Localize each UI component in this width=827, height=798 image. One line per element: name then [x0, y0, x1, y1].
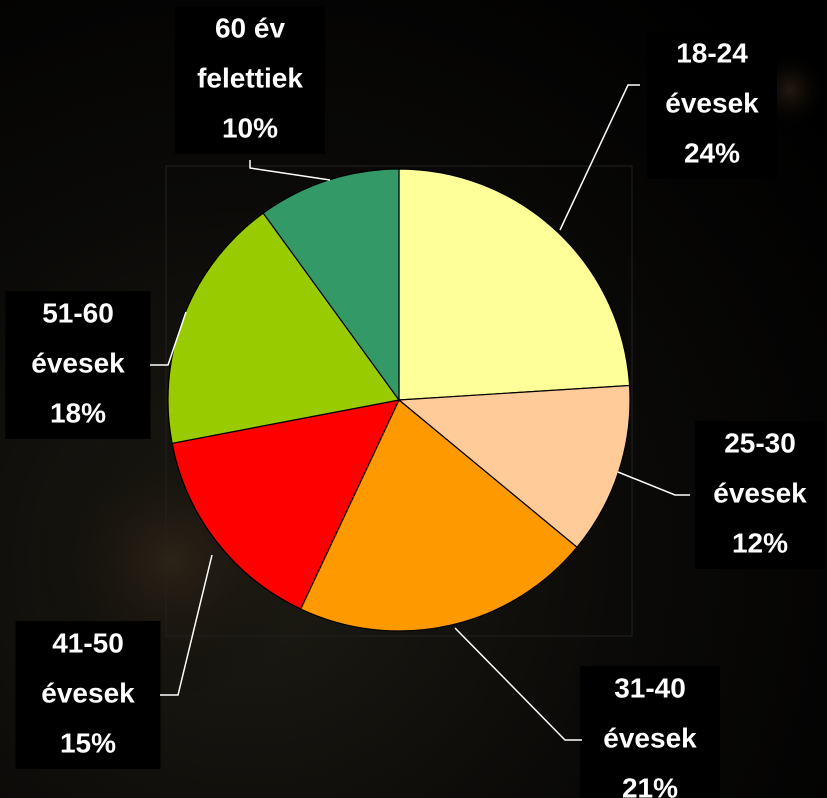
value-label: 10%	[222, 112, 278, 143]
category-label: évesek	[41, 677, 135, 708]
category-label: évesek	[713, 477, 807, 508]
category-label: 25-30	[724, 427, 796, 458]
value-label: 24%	[684, 137, 740, 168]
pie-slice	[299, 399, 578, 632]
label-box	[5, 291, 151, 439]
value-label: 12%	[732, 527, 788, 558]
category-label: évesek	[665, 87, 759, 118]
leader-line	[249, 160, 331, 181]
value-label: 21%	[622, 772, 678, 798]
pie-slice	[398, 168, 631, 401]
value-label: 15%	[60, 727, 116, 758]
label-box	[580, 666, 720, 798]
category-label: felettiek	[197, 62, 303, 93]
category-label: 31-40	[614, 672, 686, 703]
leader-line	[617, 471, 690, 496]
category-label: évesek	[603, 722, 697, 753]
category-label: 41-50	[52, 627, 124, 658]
leader-line	[559, 84, 640, 231]
category-label: 51-60	[42, 297, 114, 328]
plot-area	[165, 165, 633, 637]
category-label: 60 év	[215, 12, 285, 43]
label-box	[695, 421, 825, 569]
label-box	[15, 621, 161, 769]
leader-line	[454, 627, 582, 741]
leader-line	[150, 311, 187, 366]
pie-slice	[397, 384, 631, 549]
category-label: évesek	[31, 347, 125, 378]
pie-slice	[171, 399, 401, 610]
label-box	[647, 31, 777, 179]
value-label: 18%	[50, 397, 106, 428]
category-label: 18-24	[676, 37, 748, 68]
leader-line	[160, 554, 213, 696]
label-box	[175, 6, 325, 154]
